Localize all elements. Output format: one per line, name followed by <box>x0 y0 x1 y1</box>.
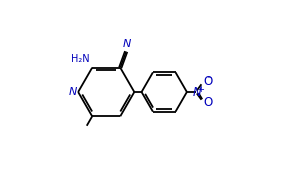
Text: N: N <box>193 86 201 98</box>
Text: O: O <box>203 75 213 89</box>
Text: O: O <box>203 95 213 109</box>
Text: +: + <box>197 85 203 94</box>
Text: N: N <box>69 87 77 97</box>
Text: N: N <box>123 39 131 49</box>
Text: ⁻: ⁻ <box>206 75 212 86</box>
Text: H₂N: H₂N <box>71 54 90 64</box>
